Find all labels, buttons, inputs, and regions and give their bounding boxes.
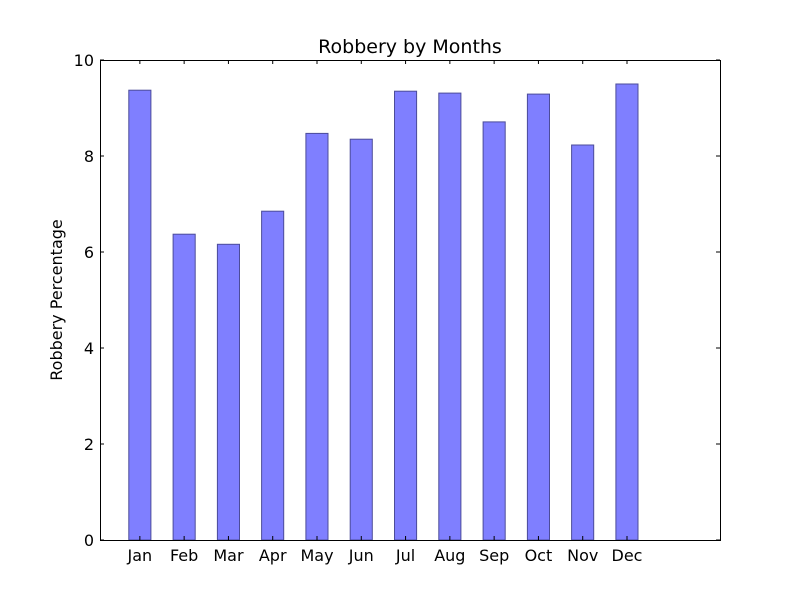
bar-nov [571, 144, 595, 541]
y-axis-label: Robbery Percentage [47, 219, 66, 380]
ticks-group: Jan Feb Mar Apr May Jun Jul Aug Sep Oct Nov Dec 0 2 4 6… [74, 51, 720, 565]
bar-sep [482, 121, 506, 541]
x-tick-label-apr: Apr [259, 546, 287, 565]
x-tick-label-dec: Dec [612, 546, 643, 565]
y-tick-label-8: 8 [84, 147, 94, 166]
bar-mar [216, 243, 240, 541]
x-tick-label-aug: Aug [434, 546, 465, 565]
chart-title: Robbery by Months [318, 36, 502, 58]
x-tick-label-feb: Feb [170, 546, 198, 565]
bar-jun [349, 138, 373, 541]
y-tick-label-2: 2 [84, 435, 94, 454]
x-tick-label-jan: Jan [127, 546, 153, 565]
x-tick-label-nov: Nov [567, 546, 598, 565]
y-tick-label-6: 6 [84, 243, 94, 262]
bar-feb [172, 233, 196, 541]
x-tick-label-jul: Jul [395, 546, 415, 565]
plot-frame [100, 60, 721, 541]
x-tick-label-jun: Jun [348, 546, 374, 565]
x-tick-label-mar: Mar [213, 546, 244, 565]
x-tick-label-may: May [300, 546, 333, 565]
x-tick-label-sep: Sep [479, 546, 509, 565]
x-tick-label-oct: Oct [525, 546, 553, 565]
bar-aug [438, 92, 462, 541]
bar-dec [615, 83, 639, 541]
y-tick-label-10: 10 [74, 51, 94, 70]
bar-oct [526, 93, 551, 541]
y-tick-label-4: 4 [84, 339, 94, 358]
bar-may [305, 132, 329, 541]
y-tick-label-0: 0 [84, 531, 94, 550]
bar-jul [394, 90, 418, 541]
bar-jan [128, 89, 152, 541]
bar-apr [261, 210, 285, 541]
bars-group [128, 83, 639, 541]
